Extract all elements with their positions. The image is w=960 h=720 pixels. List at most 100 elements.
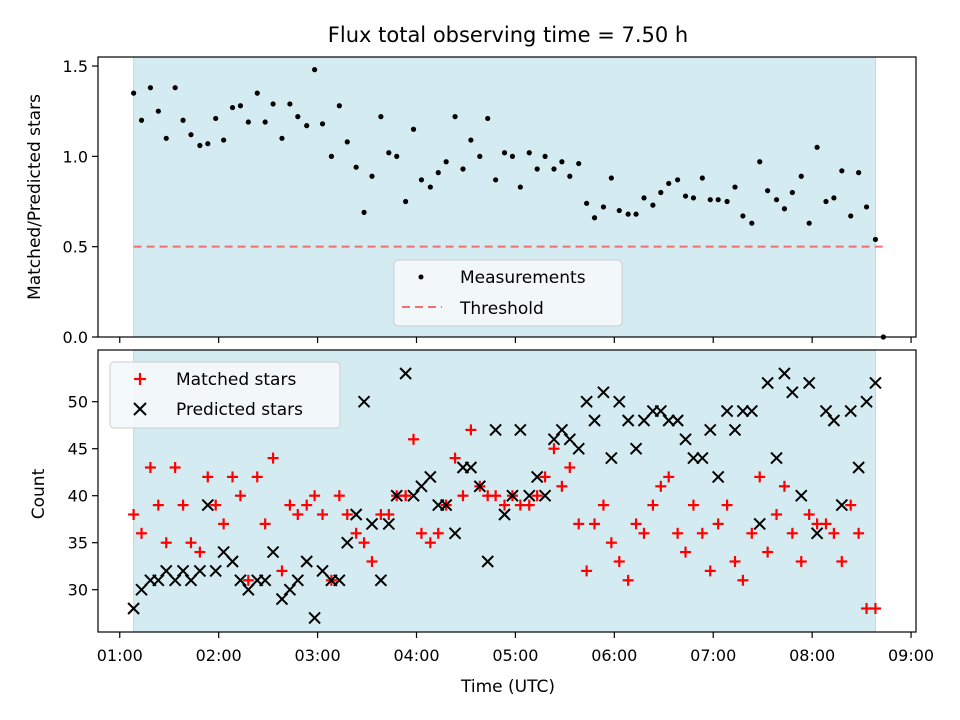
- matched-star-point: [408, 433, 420, 445]
- measurement-point: [633, 211, 639, 217]
- matched-star-point: [647, 499, 659, 511]
- predicted-star-point: [671, 414, 684, 427]
- matched-star-point: [638, 527, 650, 539]
- ratio-plot-frame: [97, 56, 917, 338]
- ratio-x-ticks: [119, 337, 912, 343]
- predicted-star-point: [424, 470, 437, 484]
- matched-star-point: [251, 471, 263, 483]
- matched-star-point: [358, 537, 370, 549]
- matched-star-point: [169, 462, 181, 473]
- matched-star-point: [341, 509, 353, 520]
- predicted-star-point: [720, 404, 734, 418]
- x-tick-label: 03:00: [295, 646, 341, 665]
- matched-star-point: [828, 527, 840, 539]
- matched-star-point: [687, 499, 699, 511]
- matched-star-point: [622, 574, 634, 586]
- measurement-point: [591, 215, 598, 221]
- predicted-star-point: [308, 611, 321, 625]
- measurement-point: [848, 213, 854, 219]
- matched-star-point: [729, 556, 741, 567]
- x-tick-label: 07:00: [690, 646, 736, 665]
- measurement-point: [781, 206, 788, 212]
- predicted-star-point: [696, 451, 709, 465]
- legend-threshold-label: Threshold: [459, 299, 544, 319]
- measurement-point: [197, 142, 203, 149]
- measurement-point: [559, 159, 565, 165]
- predicted-star-point: [736, 404, 750, 418]
- measurement-point: [724, 198, 730, 205]
- measurement-point: [658, 189, 664, 196]
- predicted-star-point: [778, 367, 791, 380]
- measurement-point: [823, 198, 829, 205]
- measurement-point: [551, 166, 557, 172]
- predicted-star-point: [621, 414, 635, 427]
- measurement-point: [221, 137, 227, 143]
- predicted-star-point: [399, 367, 412, 380]
- measurement-point: [147, 85, 154, 91]
- ratio-y-label: Matched/Predicted stars: [25, 94, 45, 300]
- measurement-point: [163, 135, 169, 141]
- measurement-point: [600, 204, 607, 210]
- matched-star-point: [721, 499, 733, 511]
- count-panel: 30 35 40 45 50 01:00 02:00 03:00 04:00 05:00 06:0…: [29, 349, 934, 697]
- predicted-star-point: [127, 602, 140, 615]
- matched-star-point: [556, 480, 568, 492]
- predicted-star-point: [860, 395, 873, 408]
- measurement-point: [386, 150, 392, 156]
- ratio-y-axis: 0.0 0.5 1.0 1.5: [63, 57, 98, 347]
- predicted-star-point: [300, 555, 313, 568]
- matched-star-point: [227, 471, 239, 483]
- measurement-point: [155, 108, 161, 114]
- matched-star-point: [218, 518, 230, 530]
- predicted-star-point: [687, 451, 700, 465]
- matched-star-point: [680, 546, 692, 558]
- measurement-point: [814, 144, 820, 150]
- measurement-point: [344, 139, 350, 145]
- measurement-point: [641, 195, 647, 201]
- predicted-star-point: [819, 404, 833, 418]
- predicted-star-point: [382, 517, 396, 531]
- measurement-point: [740, 213, 746, 219]
- measurement-point: [188, 132, 194, 138]
- matched-star-point: [284, 499, 296, 511]
- legend-measurements-marker: [418, 274, 424, 280]
- predicted-star-point: [530, 470, 544, 484]
- matched-star-point: [177, 499, 189, 511]
- predicted-star-point: [333, 574, 346, 587]
- matched-star-point: [778, 480, 790, 492]
- predicted-star-point: [390, 489, 403, 502]
- matched-star-point: [449, 452, 461, 464]
- measurement-point: [410, 126, 417, 132]
- measurement-point: [625, 211, 631, 217]
- measurement-point: [435, 170, 441, 176]
- measurement-points: [131, 67, 886, 340]
- x-tick-label: 08:00: [789, 646, 835, 665]
- matched-star-point: [400, 490, 412, 502]
- measurement-point: [485, 115, 491, 122]
- predicted-star-point: [258, 574, 272, 587]
- measurement-point: [501, 150, 508, 156]
- measurement-point: [403, 198, 409, 205]
- predicted-star-point: [555, 423, 569, 437]
- measurement-point: [361, 209, 367, 215]
- predicted-star-point: [201, 498, 214, 512]
- matched-star-point: [573, 518, 585, 530]
- measurement-point: [863, 204, 870, 210]
- predicted-star-point: [283, 583, 297, 596]
- matched-star-point: [630, 518, 642, 530]
- predicted-star-point: [844, 404, 857, 418]
- matched-star-point: [672, 527, 684, 539]
- predicted-star-point: [291, 574, 305, 587]
- predicted-star-point: [176, 564, 190, 578]
- measurement-point: [542, 153, 548, 159]
- matched-star-point: [457, 490, 469, 502]
- measurement-point: [699, 175, 705, 181]
- x-tick-label: 04:00: [393, 646, 439, 665]
- predicted-star-point: [489, 423, 502, 437]
- matched-star-point: [194, 546, 206, 558]
- predicted-stars-points: [127, 367, 882, 625]
- predicted-star-point: [869, 376, 882, 390]
- matched-star-point: [754, 471, 766, 483]
- legend-predicted-label: Predicted stars: [176, 400, 303, 420]
